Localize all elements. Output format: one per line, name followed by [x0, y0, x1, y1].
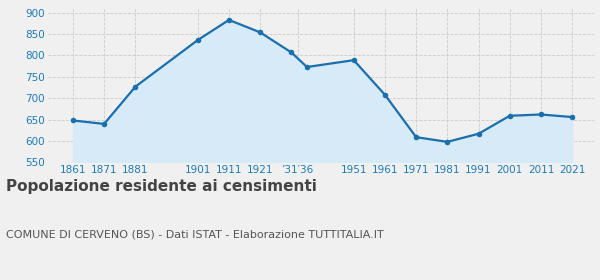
Point — [302, 65, 312, 69]
Point — [412, 135, 421, 139]
Point — [568, 115, 577, 119]
Point — [474, 132, 484, 136]
Point — [287, 50, 296, 55]
Point — [131, 85, 140, 89]
Point — [349, 58, 359, 62]
Point — [443, 140, 452, 144]
Text: COMUNE DI CERVENO (BS) - Dati ISTAT - Elaborazione TUTTITALIA.IT: COMUNE DI CERVENO (BS) - Dati ISTAT - El… — [6, 230, 384, 240]
Point — [256, 30, 265, 35]
Point — [536, 112, 546, 117]
Point — [100, 122, 109, 126]
Point — [380, 93, 390, 97]
Point — [68, 118, 78, 123]
Text: Popolazione residente ai censimenti: Popolazione residente ai censimenti — [6, 179, 317, 194]
Point — [224, 18, 234, 22]
Point — [505, 113, 515, 118]
Point — [193, 38, 203, 42]
